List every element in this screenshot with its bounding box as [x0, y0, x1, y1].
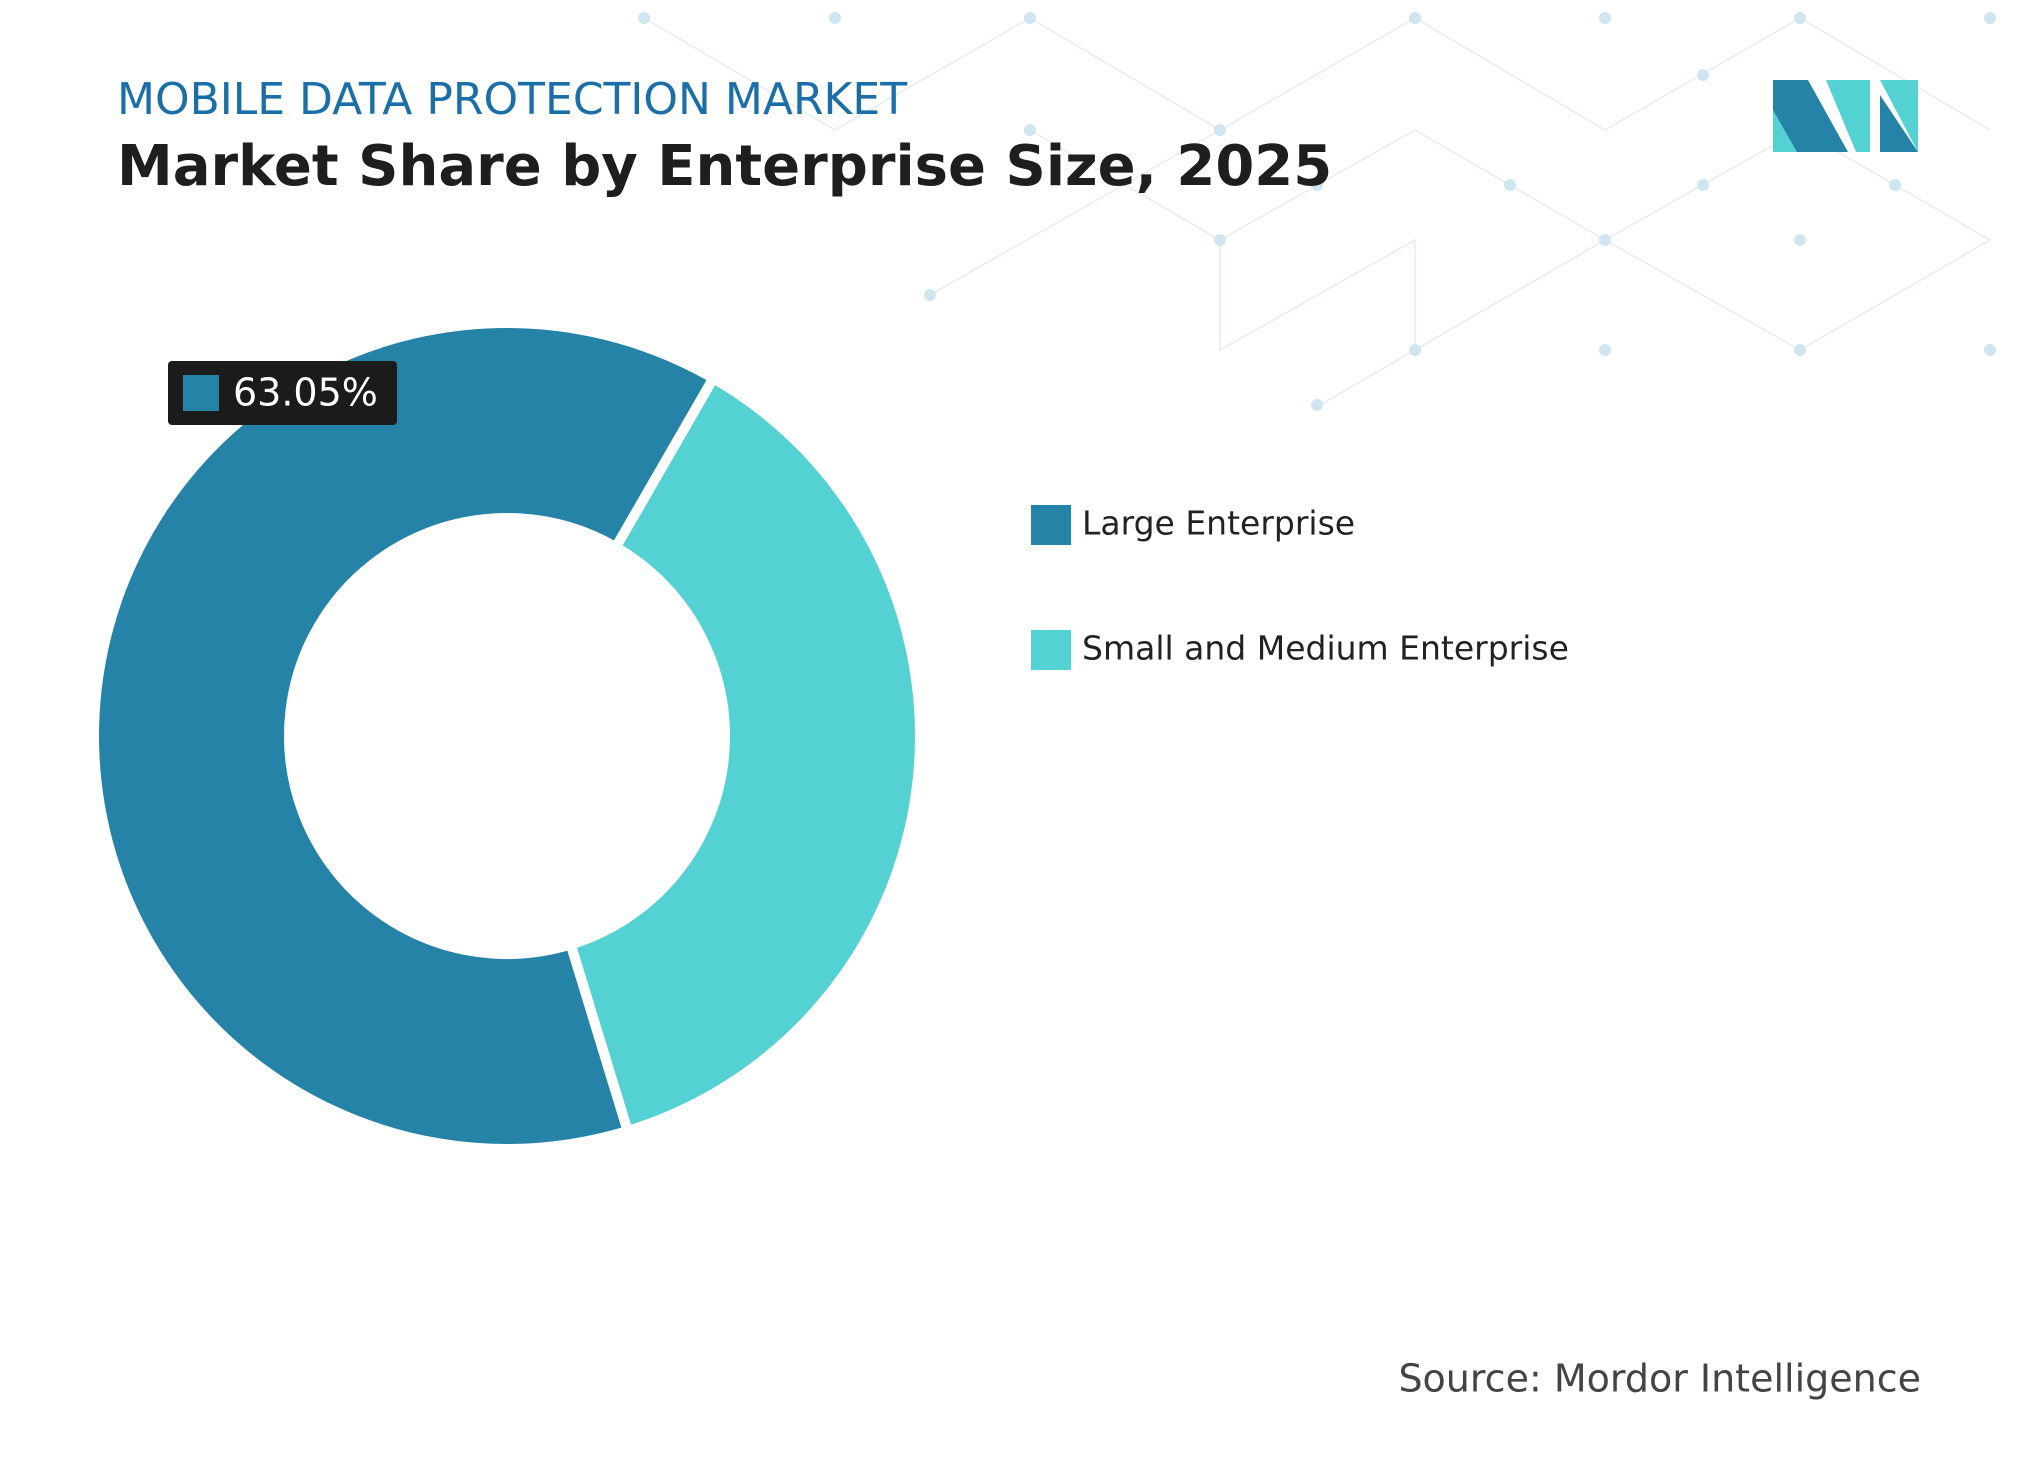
chart-subtitle: MOBILE DATA PROTECTION MARKET [117, 74, 907, 125]
legend-label: Small and Medium Enterprise [1082, 629, 1569, 668]
legend-swatch [1031, 630, 1071, 670]
plot: 63.05% [89, 318, 925, 1154]
value-label-box [168, 361, 397, 425]
donut-slice [564, 371, 925, 1138]
background-pattern [638, 12, 1996, 411]
donut-slice [89, 318, 721, 1154]
value-label: 63.05% [233, 371, 378, 415]
legend-swatch [1031, 505, 1071, 545]
source: Source: Mordor Intelligence [1398, 1357, 1921, 1401]
legend: Large Enterprise Small and Medium Enterpr… [1031, 504, 1569, 670]
logo [1773, 80, 1918, 152]
chart-title: Market Share by Enterprise Size, 2025 [117, 134, 1332, 199]
legend-label: Large Enterprise [1082, 504, 1355, 543]
value-label-swatch [183, 375, 219, 411]
